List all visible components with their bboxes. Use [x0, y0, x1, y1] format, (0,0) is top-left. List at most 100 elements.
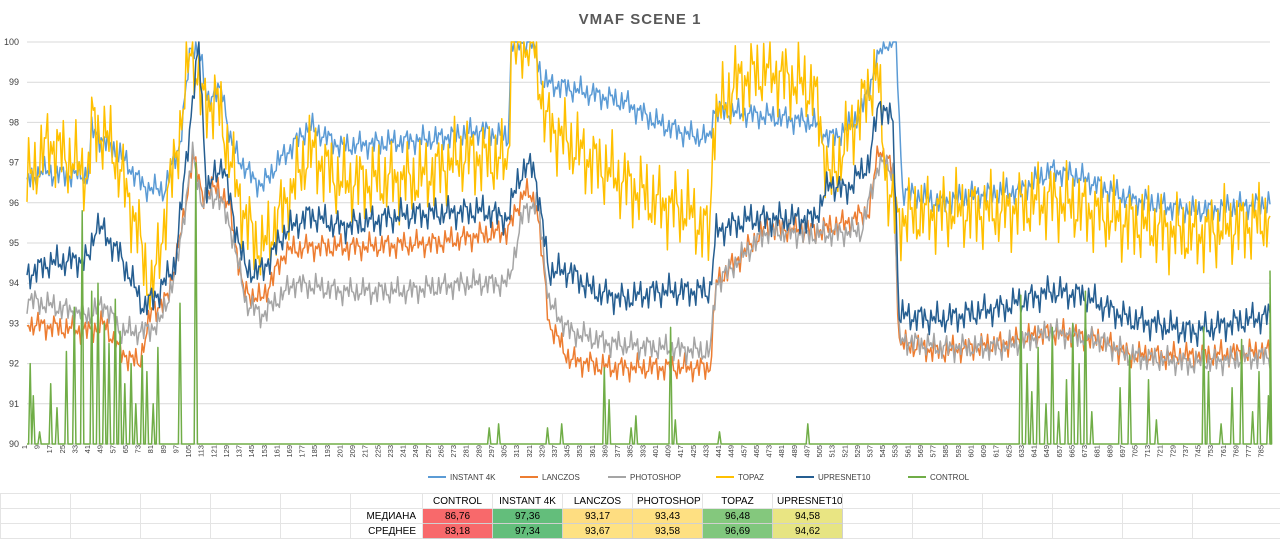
- x-tick-321: 321: [525, 445, 534, 458]
- x-tick-601: 601: [966, 445, 975, 458]
- x-tick-89: 89: [159, 445, 168, 453]
- header-upresnet10: UPRESNET10: [773, 494, 843, 509]
- x-tick-777: 777: [1244, 445, 1253, 458]
- legend-label-topaz: TOPAZ: [738, 473, 764, 482]
- x-tick-297: 297: [487, 445, 496, 458]
- x-tick-657: 657: [1055, 445, 1064, 458]
- legend-label-upresnet10: UPRESNET10: [818, 473, 871, 482]
- x-tick-393: 393: [638, 445, 647, 458]
- y-tick-95: 95: [9, 238, 19, 248]
- x-tick-353: 353: [575, 445, 584, 458]
- x-tick-585: 585: [941, 445, 950, 458]
- x-tick-313: 313: [512, 445, 521, 458]
- x-tick-289: 289: [474, 445, 483, 458]
- x-tick-345: 345: [563, 445, 572, 458]
- x-tick-473: 473: [765, 445, 774, 458]
- mean-control: 83,18: [423, 524, 493, 539]
- x-tick-377: 377: [613, 445, 622, 458]
- x-tick-497: 497: [802, 445, 811, 458]
- y-tick-94: 94: [9, 278, 19, 288]
- x-tick-753: 753: [1206, 445, 1215, 458]
- x-tick-489: 489: [790, 445, 799, 458]
- x-tick-145: 145: [247, 445, 256, 458]
- x-tick-409: 409: [664, 445, 673, 458]
- x-tick-273: 273: [449, 445, 458, 458]
- x-tick-425: 425: [689, 445, 698, 458]
- mean-upresnet10: 94,62: [773, 524, 843, 539]
- x-tick-185: 185: [310, 445, 319, 458]
- median-lanczos: 93,17: [563, 509, 633, 524]
- header-instant-4k: INSTANT 4K: [493, 494, 563, 509]
- x-tick-361: 361: [588, 445, 597, 458]
- mean-topaz: 96,69: [703, 524, 773, 539]
- header-topaz: TOPAZ: [703, 494, 773, 509]
- x-tick-593: 593: [954, 445, 963, 458]
- y-tick-96: 96: [9, 198, 19, 208]
- x-tick-49: 49: [96, 445, 105, 453]
- x-tick-209: 209: [348, 445, 357, 458]
- median-control: 86,76: [423, 509, 493, 524]
- x-tick-201: 201: [335, 445, 344, 458]
- x-tick-17: 17: [45, 445, 54, 453]
- x-tick-281: 281: [462, 445, 471, 458]
- y-tick-100: 100: [4, 37, 19, 47]
- y-tick-91: 91: [9, 399, 19, 409]
- x-tick-729: 729: [1168, 445, 1177, 458]
- x-tick-681: 681: [1093, 445, 1102, 458]
- x-tick-241: 241: [399, 445, 408, 458]
- table-row-median: МЕДИАНА 86,76 97,36 93,17 93,43 96,48 94…: [1, 509, 1280, 524]
- x-tick-697: 697: [1118, 445, 1127, 458]
- x-tick-265: 265: [436, 445, 445, 458]
- legend-label-photoshop: PHOTOSHOP: [630, 473, 681, 482]
- x-tick-721: 721: [1156, 445, 1165, 458]
- x-tick-153: 153: [260, 445, 269, 458]
- chart-title: VMAF SCENE 1: [579, 11, 702, 28]
- x-tick-249: 249: [411, 445, 420, 458]
- row-label-median: МЕДИАНА: [351, 509, 423, 524]
- x-tick-641: 641: [1030, 445, 1039, 458]
- x-tick-169: 169: [285, 445, 294, 458]
- x-tick-97: 97: [171, 445, 180, 453]
- x-tick-81: 81: [146, 445, 155, 453]
- stats-table: CONTROL INSTANT 4K LANCZOS PHOTOSHOP TOP…: [0, 493, 1280, 539]
- x-tick-233: 233: [386, 445, 395, 458]
- x-tick-689: 689: [1105, 445, 1114, 458]
- x-tick-73: 73: [134, 445, 143, 453]
- x-tick-217: 217: [361, 445, 370, 458]
- y-tick-98: 98: [9, 117, 19, 127]
- x-tick-625: 625: [1004, 445, 1013, 458]
- x-tick-193: 193: [323, 445, 332, 458]
- median-upresnet10: 94,58: [773, 509, 843, 524]
- x-tick-457: 457: [739, 445, 748, 458]
- x-tick-465: 465: [752, 445, 761, 458]
- x-tick-161: 161: [272, 445, 281, 458]
- x-tick-105: 105: [184, 445, 193, 458]
- legend-label-instant-4k: INSTANT 4K: [450, 473, 496, 482]
- x-tick-449: 449: [727, 445, 736, 458]
- mean-instant-4k: 97,34: [493, 524, 563, 539]
- x-tick-113: 113: [197, 445, 206, 457]
- x-tick-369: 369: [600, 445, 609, 458]
- x-tick-705: 705: [1130, 445, 1139, 458]
- x-tick-673: 673: [1080, 445, 1089, 458]
- x-tick-665: 665: [1067, 445, 1076, 458]
- x-tick-225: 225: [373, 445, 382, 458]
- row-label-mean: СРЕДНЕЕ: [351, 524, 423, 539]
- x-tick-745: 745: [1194, 445, 1203, 458]
- x-tick-137: 137: [235, 445, 244, 458]
- x-tick-385: 385: [626, 445, 635, 458]
- x-tick-129: 129: [222, 445, 231, 458]
- x-tick-329: 329: [537, 445, 546, 458]
- y-tick-93: 93: [9, 318, 19, 328]
- x-tick-41: 41: [83, 445, 92, 453]
- x-tick-177: 177: [298, 445, 307, 458]
- x-tick-57: 57: [108, 445, 117, 453]
- header-control: CONTROL: [423, 494, 493, 509]
- x-tick-521: 521: [840, 445, 849, 458]
- x-tick-737: 737: [1181, 445, 1190, 458]
- x-tick-121: 121: [209, 445, 218, 458]
- x-tick-481: 481: [777, 445, 786, 458]
- table-header-row: CONTROL INSTANT 4K LANCZOS PHOTOSHOP TOP…: [1, 494, 1280, 509]
- x-tick-569: 569: [916, 445, 925, 458]
